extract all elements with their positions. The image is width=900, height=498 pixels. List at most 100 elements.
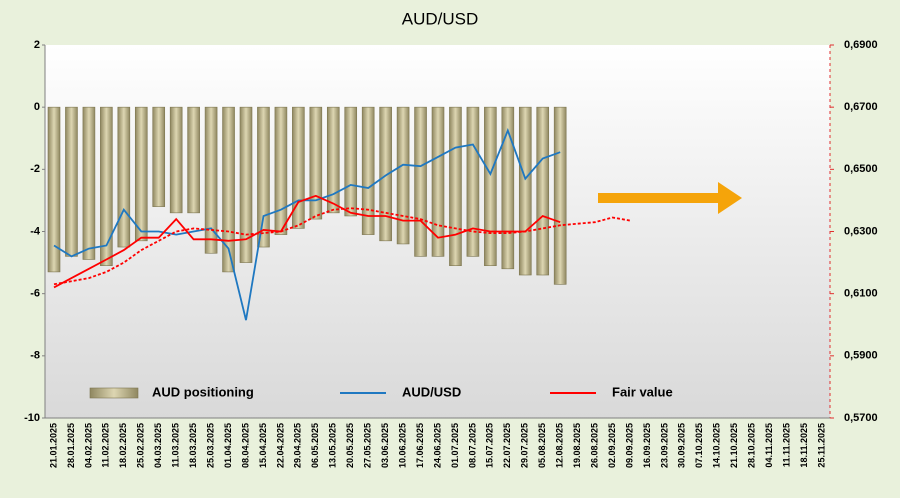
bar — [239, 106, 253, 263]
x-tick-label: 18.03.2025 — [188, 423, 198, 468]
y2-tick-label: 0,6700 — [844, 101, 878, 113]
x-tick-label: 08.07.2025 — [467, 423, 477, 468]
x-tick-label: 18.02.2025 — [118, 423, 128, 468]
bar — [204, 106, 218, 254]
bar — [292, 106, 305, 229]
y2-tick-label: 0,6500 — [844, 163, 878, 175]
bar — [484, 106, 497, 266]
y-tick-label: -4 — [30, 225, 41, 237]
x-tick-label: 24.06.2025 — [432, 423, 442, 468]
x-tick-label: 30.09.2025 — [677, 423, 687, 468]
x-tick-label: 25.02.2025 — [136, 423, 146, 468]
x-tick-label: 11.02.2025 — [101, 423, 111, 468]
y2-tick-label: 0,6300 — [844, 225, 878, 237]
y-tick-label: 2 — [34, 39, 40, 51]
y2-tick-label: 0,5900 — [844, 350, 878, 362]
x-tick-label: 22.04.2025 — [275, 423, 285, 468]
bar — [431, 106, 445, 257]
bar — [361, 106, 375, 235]
bar — [536, 106, 550, 276]
x-tick-label: 18.11.2025 — [799, 423, 809, 468]
x-tick-label: 20.05.2025 — [345, 423, 355, 468]
y2-tick-label: 0,6900 — [844, 39, 878, 51]
arrow — [598, 182, 742, 214]
bar — [134, 106, 148, 242]
x-tick-label: 23.09.2025 — [659, 423, 669, 468]
bar — [47, 106, 61, 273]
x-tick-label: 06.05.2025 — [310, 423, 320, 468]
x-tick-label: 15.04.2025 — [258, 423, 268, 468]
bar — [187, 106, 200, 214]
x-tick-label: 17.06.2025 — [415, 423, 425, 468]
x-tick-label: 25.03.2025 — [205, 423, 215, 468]
x-tick-label: 12.08.2025 — [555, 423, 565, 468]
x-tick-label: 07.10.2025 — [694, 423, 704, 468]
legend-label: Fair value — [612, 384, 673, 399]
x-tick-label: 03.06.2025 — [380, 423, 390, 468]
y-tick-label: 0 — [34, 101, 40, 113]
bar — [65, 106, 78, 257]
bar — [414, 106, 427, 257]
line — [53, 207, 631, 286]
bar — [379, 106, 392, 242]
bar — [100, 106, 113, 266]
y2-tick-label: 0,6100 — [844, 288, 878, 300]
bar — [152, 106, 166, 207]
x-tick-label: 29.04.2025 — [293, 423, 303, 468]
x-tick-label: 13.05.2025 — [328, 423, 338, 468]
y2-tick-label: 0,5700 — [844, 412, 878, 424]
x-tick-label: 11.03.2025 — [171, 423, 181, 468]
x-tick-label: 29.07.2025 — [520, 423, 530, 468]
bar — [82, 106, 96, 260]
bar — [117, 106, 131, 248]
bar — [553, 106, 567, 285]
x-tick-label: 04.11.2025 — [764, 423, 774, 468]
y-tick-label: -6 — [30, 288, 40, 300]
y-tick-label: -2 — [30, 163, 40, 175]
x-tick-label: 05.08.2025 — [537, 423, 547, 468]
line — [53, 194, 561, 289]
bar — [344, 106, 358, 217]
bar — [222, 106, 235, 273]
x-tick-label: 21.10.2025 — [729, 423, 739, 468]
x-tick-label: 04.03.2025 — [153, 423, 163, 468]
x-tick-label: 16.09.2025 — [642, 423, 652, 468]
y-tick-label: -10 — [24, 412, 40, 424]
bar — [396, 106, 410, 245]
x-tick-label: 11.11.2025 — [781, 423, 791, 467]
chart-title: AUD/USD — [402, 9, 479, 28]
bar — [466, 106, 480, 257]
bar — [518, 106, 532, 276]
x-tick-label: 02.09.2025 — [607, 423, 617, 468]
x-tick-label: 10.06.2025 — [397, 423, 407, 468]
legend-label: AUD positioning — [152, 384, 254, 399]
bar — [169, 106, 183, 214]
x-tick-label: 25.11.2025 — [816, 423, 826, 468]
x-tick-label: 14.10.2025 — [712, 423, 722, 468]
x-tick-label: 28.10.2025 — [747, 423, 757, 468]
x-tick-label: 08.04.2025 — [240, 423, 250, 468]
legend-swatch — [89, 387, 139, 399]
x-tick-label: 21.01.2025 — [48, 423, 58, 468]
line — [53, 127, 561, 321]
bar — [274, 106, 288, 235]
x-tick-label: 04.02.2025 — [83, 423, 93, 468]
legend-label: AUD/USD — [402, 384, 461, 399]
bar — [326, 106, 340, 214]
bar — [501, 106, 515, 270]
bar — [309, 106, 323, 220]
x-tick-label: 27.05.2025 — [363, 423, 373, 468]
x-tick-label: 01.07.2025 — [450, 423, 460, 468]
x-tick-label: 26.08.2025 — [589, 423, 599, 468]
x-tick-label: 28.01.2025 — [66, 423, 76, 468]
x-tick-label: 22.07.2025 — [502, 423, 512, 468]
x-tick-label: 01.04.2025 — [223, 423, 233, 468]
bar — [449, 106, 462, 266]
x-tick-label: 19.08.2025 — [572, 423, 582, 468]
x-tick-label: 09.09.2025 — [624, 423, 634, 468]
x-tick-label: 15.07.2025 — [485, 423, 495, 468]
bar — [257, 106, 270, 248]
y-tick-label: -8 — [30, 350, 40, 362]
